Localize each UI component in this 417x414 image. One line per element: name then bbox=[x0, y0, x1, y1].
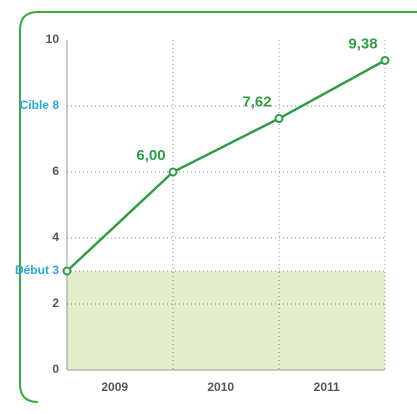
marker-label: Début 3 bbox=[15, 263, 59, 277]
marker-name: Cible bbox=[20, 98, 50, 112]
x-tick-label: 2010 bbox=[207, 380, 234, 394]
data-label: 6,00 bbox=[136, 147, 165, 164]
point bbox=[274, 114, 284, 124]
point bbox=[380, 55, 390, 65]
line bbox=[66, 59, 386, 272]
marker-value: 3 bbox=[52, 263, 59, 277]
y-tick-label: 4 bbox=[52, 230, 59, 244]
marker-value: 8 bbox=[52, 98, 59, 112]
marker-label: Cible 8 bbox=[20, 98, 60, 112]
marker-name: Début bbox=[15, 263, 49, 277]
point bbox=[62, 266, 72, 276]
data-label: 9,38 bbox=[348, 35, 377, 52]
y-tick-label: 2 bbox=[52, 296, 59, 310]
y-tick-label: 6 bbox=[52, 164, 59, 178]
y-tick-label: 10 bbox=[46, 32, 60, 46]
point bbox=[168, 167, 178, 177]
baseline-area bbox=[67, 271, 385, 370]
data-label: 7,62 bbox=[242, 94, 271, 111]
x-tick-label: 2009 bbox=[101, 380, 128, 394]
frame bbox=[19, 11, 417, 403]
x-tick-label: 2011 bbox=[314, 380, 340, 394]
y-tick-label: 0 bbox=[52, 362, 59, 376]
